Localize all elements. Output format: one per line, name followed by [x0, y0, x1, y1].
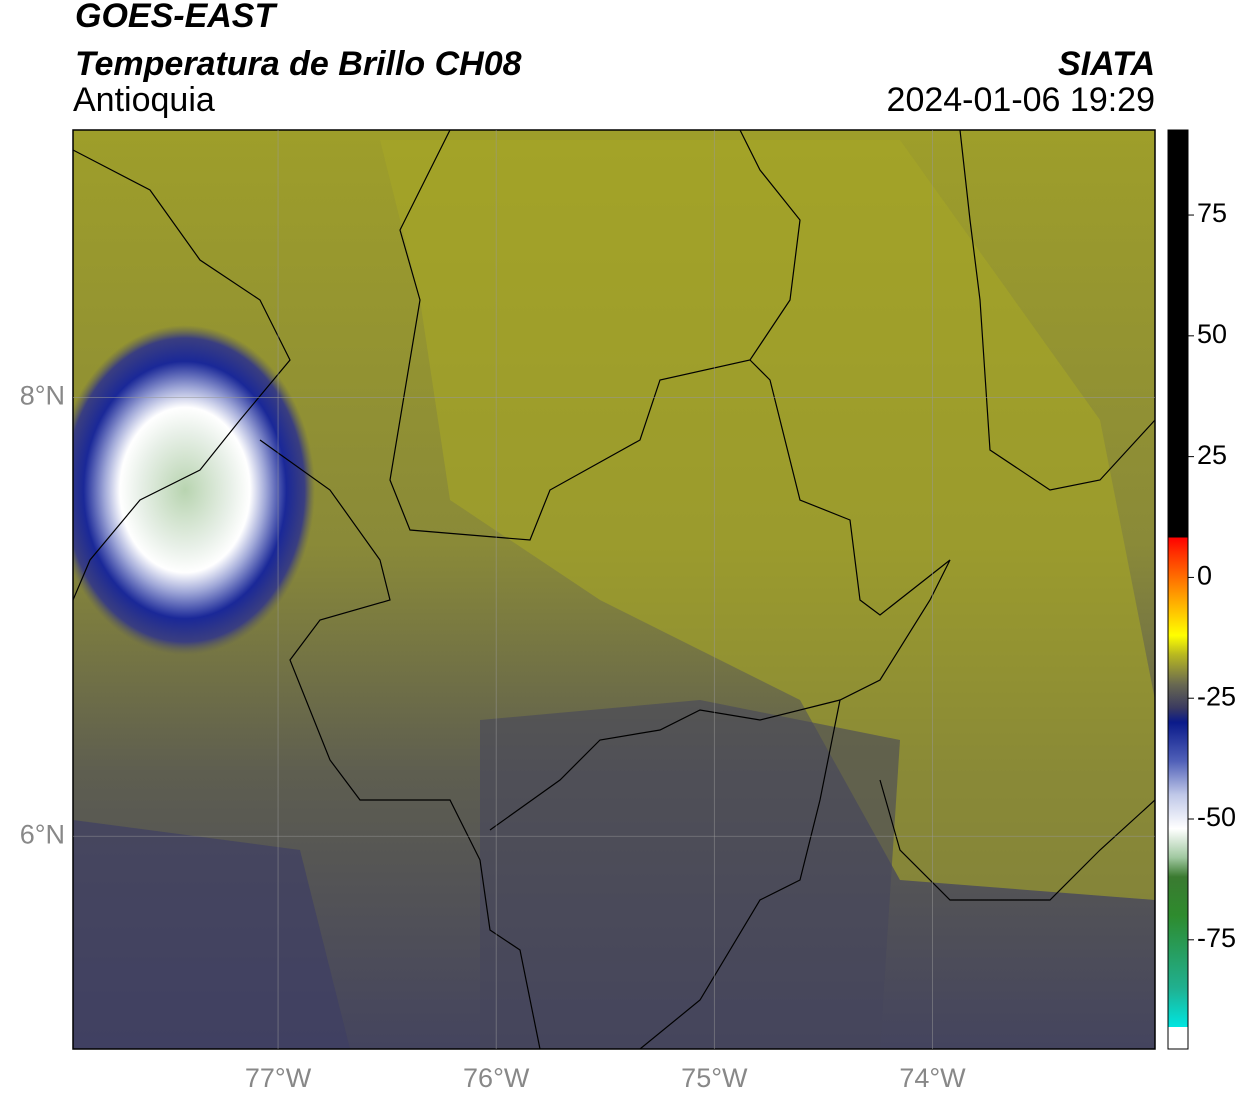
colorbar-tick-label: -25 [1197, 681, 1236, 711]
x-tick-label: 77°W [245, 1063, 312, 1093]
y-tick-label: 6°N [20, 819, 65, 849]
colorbar-tick-label: 0 [1197, 561, 1212, 591]
title: GOES-EAST [75, 0, 278, 35]
x-tick-label: 74°W [899, 1063, 966, 1093]
colorbar-tick-label: -50 [1197, 802, 1236, 832]
colorbar [1167, 129, 1189, 1050]
map-frame [72, 129, 1156, 1050]
source: SIATA [1058, 45, 1155, 83]
colorbar-tick-label: -75 [1197, 923, 1236, 953]
region: Antioquia [73, 81, 215, 119]
map-image [73, 130, 1155, 1049]
subtitle: Temperatura de Brillo CH08 [75, 45, 522, 83]
datetime: 2024-01-06 19:29 [887, 81, 1155, 119]
colorbar-tick-label: 50 [1197, 319, 1227, 349]
colorbar-tick-label: 75 [1197, 198, 1227, 228]
x-tick-label: 75°W [681, 1063, 748, 1093]
y-tick-label: 8°N [20, 381, 65, 411]
x-tick-label: 76°W [463, 1063, 530, 1093]
colorbar-tick-label: 25 [1197, 440, 1227, 470]
